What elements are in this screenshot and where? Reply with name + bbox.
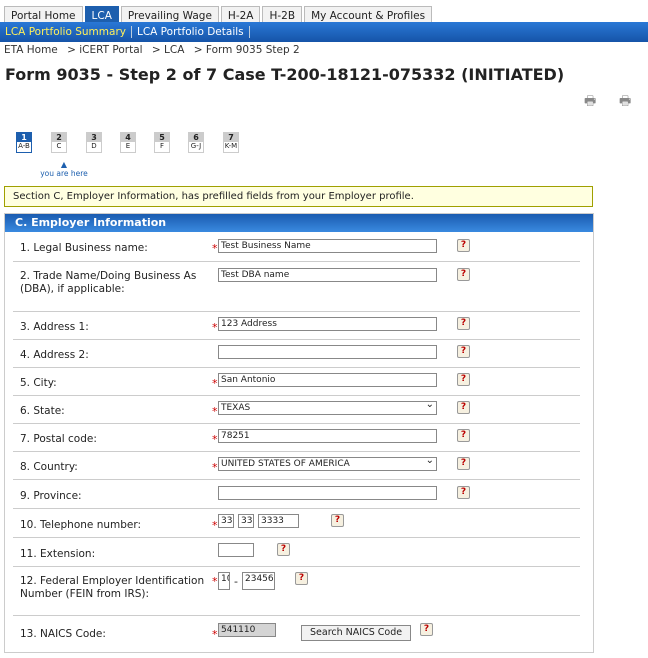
phone-line-input[interactable]: 3333 (258, 514, 299, 528)
help-icon[interactable]: ? (457, 457, 470, 470)
tab-lca[interactable]: LCA (84, 6, 119, 23)
row-state: 6. State: * TEXAS ? (13, 395, 580, 423)
extension-input[interactable] (218, 543, 254, 557)
print-icon[interactable]: 🖶 (584, 94, 597, 109)
naics-code-input[interactable]: 541110 (218, 623, 276, 637)
section-title: C. Employer Information (5, 214, 593, 232)
you-are-here-marker: ▲ you are here (38, 160, 90, 178)
help-icon[interactable]: ? (457, 401, 470, 414)
breadcrumb-eta-home[interactable]: ETA Home (4, 44, 58, 56)
phone-prefix-input[interactable]: 333 (238, 514, 254, 528)
row-fein: 12. Federal Employer Identification Numb… (13, 566, 580, 615)
row-naics: 13. NAICS Code: * 541110 Search NAICS Co… (13, 615, 580, 651)
help-icon[interactable]: ? (457, 317, 470, 330)
country-select[interactable]: UNITED STATES OF AMERICA (218, 457, 437, 471)
address-2-input[interactable] (218, 345, 437, 359)
breadcrumb-current: > Form 9035 Step 2 (193, 44, 300, 56)
row-address2: 4. Address 2: ? (13, 339, 580, 367)
employer-information-panel: C. Employer Information 1. Legal Busines… (4, 213, 594, 653)
breadcrumb-lca[interactable]: > LCA (151, 44, 185, 56)
dba-input[interactable]: Test DBA name (218, 268, 437, 282)
row-province: 9. Province: ? (13, 479, 580, 508)
sub-navigation: LCA Portfolio Summary LCA Portfolio Deta… (0, 22, 648, 42)
legal-business-name-input[interactable]: Test Business Name (218, 239, 437, 253)
fein-separator: - (234, 575, 238, 588)
help-icon[interactable]: ? (420, 623, 433, 636)
row-postal: 7. Postal code: * 78251 ? (13, 423, 580, 451)
row-country: 8. Country: * UNITED STATES OF AMERICA ? (13, 451, 580, 479)
lca-portfolio-details-link[interactable]: LCA Portfolio Details (132, 26, 250, 38)
postal-code-input[interactable]: 78251 (218, 429, 437, 443)
help-icon[interactable]: ? (457, 268, 470, 281)
breadcrumb: ETA Home > iCERT Portal > LCA > Form 903… (4, 44, 306, 56)
breadcrumb-icert-portal[interactable]: > iCERT Portal (67, 44, 143, 56)
main-tabs: Portal Home LCA Prevailing Wage H-2A H-2… (4, 6, 433, 23)
search-naics-code-button[interactable]: Search NAICS Code (301, 625, 412, 641)
city-input[interactable]: San Antonio (218, 373, 437, 387)
up-arrow-icon: ▲ (60, 160, 68, 169)
row-telephone: 10. Telephone number: * 333 333 3333 ? (13, 508, 580, 537)
row-extension: 11. Extension: ? (13, 537, 580, 566)
page-title: Form 9035 - Step 2 of 7 Case T-200-18121… (5, 65, 565, 84)
phone-area-code-input[interactable]: 333 (218, 514, 234, 528)
address-1-input[interactable]: 123 Address (218, 317, 437, 331)
step-6[interactable]: 6 G-J (188, 132, 204, 153)
tab-prevailing-wage[interactable]: Prevailing Wage (120, 6, 219, 23)
prefill-notice: Section C, Employer Information, has pre… (4, 186, 593, 207)
help-icon[interactable]: ? (457, 239, 470, 252)
help-icon[interactable]: ? (457, 486, 470, 499)
step-7[interactable]: 7 K-M (223, 132, 239, 153)
help-icon[interactable]: ? (277, 543, 290, 556)
tab-portal-home[interactable]: Portal Home (4, 6, 83, 23)
row-address1: 3. Address 1: * 123 Address ? (13, 311, 580, 339)
row-dba: 2. Trade Name/Doing Business As (DBA), i… (13, 261, 580, 311)
step-1[interactable]: 1 A-B (16, 132, 32, 153)
help-icon[interactable]: ? (457, 345, 470, 358)
row-city: 5. City: * San Antonio ? (13, 367, 580, 395)
help-icon[interactable]: ? (295, 572, 308, 585)
fein-prefix-input[interactable]: 10 (218, 572, 230, 590)
row-legal-name: 1. Legal Business name: * Test Business … (13, 232, 580, 261)
help-icon[interactable]: ? (457, 429, 470, 442)
print-all-icon[interactable]: 🖶 (619, 94, 632, 109)
help-icon[interactable]: ? (331, 514, 344, 527)
tab-h2a[interactable]: H-2A (220, 6, 261, 23)
tab-h2b[interactable]: H-2B (262, 6, 303, 23)
fein-number-input[interactable]: 2345679 (242, 572, 275, 590)
tab-my-account[interactable]: My Account & Profiles (304, 6, 433, 23)
help-icon[interactable]: ? (457, 373, 470, 386)
province-input[interactable] (218, 486, 437, 500)
state-select[interactable]: TEXAS (218, 401, 437, 415)
lca-portfolio-summary-link[interactable]: LCA Portfolio Summary (0, 26, 132, 38)
